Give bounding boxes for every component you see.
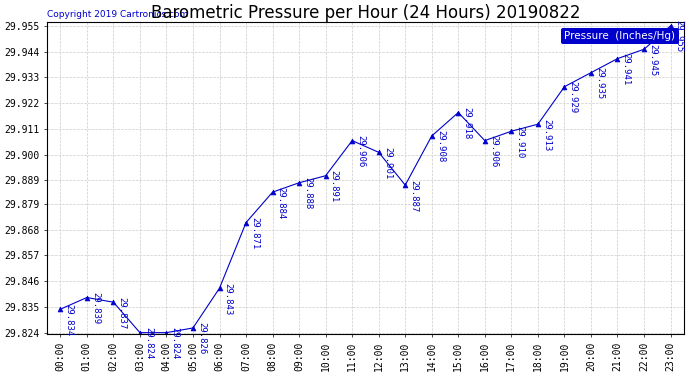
Text: 29.906: 29.906: [489, 135, 498, 167]
Text: 29.834: 29.834: [64, 304, 74, 336]
Text: 29.918: 29.918: [462, 107, 471, 139]
Text: 29.839: 29.839: [91, 292, 100, 324]
Text: 29.901: 29.901: [383, 147, 392, 179]
Text: 29.941: 29.941: [622, 53, 631, 86]
Legend: Pressure  (Inches/Hg): Pressure (Inches/Hg): [562, 27, 678, 44]
Text: 29.955: 29.955: [675, 20, 684, 53]
Text: 29.837: 29.837: [117, 297, 126, 329]
Text: Copyright 2019 Cartronics.com: Copyright 2019 Cartronics.com: [47, 10, 188, 19]
Text: 29.891: 29.891: [330, 170, 339, 202]
Text: 29.824: 29.824: [170, 327, 179, 359]
Text: 29.913: 29.913: [542, 118, 551, 151]
Text: 29.929: 29.929: [569, 81, 578, 113]
Text: 29.843: 29.843: [224, 283, 233, 315]
Text: 29.935: 29.935: [595, 67, 604, 99]
Text: 29.826: 29.826: [197, 322, 206, 355]
Text: 29.908: 29.908: [436, 130, 445, 163]
Text: 29.910: 29.910: [515, 126, 524, 158]
Text: 29.871: 29.871: [250, 217, 259, 249]
Text: 29.887: 29.887: [409, 180, 418, 212]
Text: 29.884: 29.884: [277, 187, 286, 219]
Text: 29.888: 29.888: [304, 177, 313, 210]
Text: 29.945: 29.945: [648, 44, 657, 76]
Text: 29.824: 29.824: [144, 327, 153, 359]
Title: Barometric Pressure per Hour (24 Hours) 20190822: Barometric Pressure per Hour (24 Hours) …: [150, 4, 580, 22]
Text: 29.906: 29.906: [356, 135, 365, 167]
